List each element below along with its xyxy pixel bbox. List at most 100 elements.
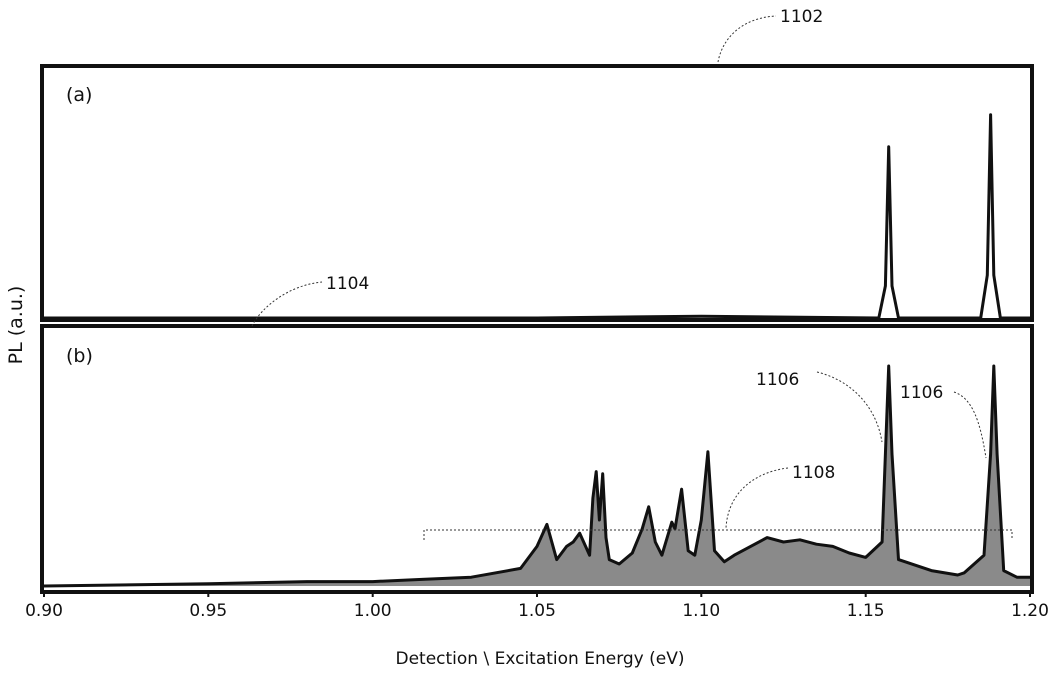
panel-b-plot [43,364,1031,588]
panel-b-data-point [536,545,538,548]
panel-b-data-point [694,554,696,556]
leader-1104 [251,281,323,327]
bracket-1108 [423,529,1013,540]
panel-b-data-point [713,550,716,552]
panel-b-data-point [891,453,893,455]
x-tick-label: 1.10 [682,601,720,621]
panel-b-data-point [865,556,867,559]
panel-b-data-point [306,581,308,583]
panel-a-data-point [536,317,538,319]
panel-b-data-point [674,528,676,530]
panel-b-data-point [572,541,574,543]
panel-b-data-point [556,559,558,561]
panel-b-data-point [996,453,998,455]
panel-a-data-point [990,114,992,116]
panel-a-data-point [897,317,900,319]
panel-b-label: (b) [66,345,93,367]
panel-b-data-point [848,552,850,554]
panel-b-data-point [832,545,834,548]
panel-b-data-point [602,473,604,475]
panel-b-data-point [930,570,933,572]
panel-a-plot [43,113,1031,320]
panel-b-data-point [592,497,594,499]
panel-b-data-point [799,539,801,541]
annotations: 1102 1104 1106 1106 1108 [251,7,1013,540]
panel-a-data-point [993,274,995,276]
panel-a-frame [40,64,1034,322]
leader-1106-b [953,391,987,459]
annotation-1108: 1108 [792,463,835,483]
panel-a-series-line-0 [44,113,1030,320]
panel-b-series-line-0 [43,364,1030,588]
panel-b-data-point [654,541,656,543]
panel-b-data-point [884,453,887,455]
y-axis-label: PL (a.u.) [5,286,27,365]
panel-b-data-point [421,578,423,581]
panel-b-data-point [750,545,752,548]
panel-a-data-point [888,146,890,148]
leader-1108 [725,467,789,529]
panel-b-data-point [983,554,985,556]
x-tick-label: 0.90 [25,601,63,621]
panel-b-data-point [470,576,472,578]
x-tick-label: 1.00 [354,601,392,621]
panel-a-data-point [878,317,880,319]
x-axis-label: Detection \ Excitation Energy (eV) [395,649,684,669]
panel-a-data-point [999,317,1002,319]
panel-b-data-point [207,583,209,585]
annotation-1104: 1104 [326,274,369,294]
annotation-1102: 1102 [780,7,823,27]
panel-b-data-point [815,543,818,545]
panel-b-data-point [579,532,581,534]
x-tick-label: 1.20 [1011,601,1049,621]
panel-a-label: (a) [66,84,92,106]
panel-b-data-point [707,451,709,453]
panel-b-data-point [598,519,601,521]
panel-a-data-point [891,285,893,287]
panel-b-data-point [1016,576,1018,578]
panel-a-data-point [986,274,988,276]
leader-1102 [717,15,777,63]
panel-b-data-point [589,554,591,556]
panel-a-data-point [700,315,702,317]
panel-b-data-point [681,488,683,490]
panel-b-data-point [990,453,992,455]
panel-a-data-point [43,317,45,319]
panel-b-data-point [43,585,45,587]
panel-b-data-point [667,532,670,534]
panel-b-data-point [372,581,374,583]
panel-a-data-point [635,316,637,318]
panel-b-data-point [520,567,522,570]
panel-a-data-point [980,317,982,319]
panel-b-area-0 [44,366,1030,586]
x-tick-label: 1.15 [847,601,885,621]
panel-b-data-point [723,561,725,563]
x-axis-ticks: 0.90 0.95 1.00 1.05 1.10 1.15 1.20 [25,590,1049,621]
x-tick-label: 0.95 [189,601,227,621]
panel-b-data-point [631,552,633,554]
panel-b-data-point [733,554,735,556]
x-tick-label: 1.05 [518,601,556,621]
panel-b-data-point [888,365,890,367]
panel-b-data-point [993,365,995,367]
panel-b-data-point [671,521,673,523]
panel-b-data-point [963,572,965,574]
panel-b-data-point [766,537,768,539]
panel-b-data-point [687,550,689,552]
panel-b-data-point [1003,570,1005,572]
panel-b-data-point [700,519,702,521]
panel-b-data-point [881,541,883,543]
panel-b-data-point [661,554,663,556]
panel-a-data-point [372,317,374,319]
panel-b-data-point [641,528,643,530]
panel-a-data-point [884,285,887,287]
annotation-1106-a: 1106 [756,370,799,390]
annotation-1106-b: 1106 [900,383,943,403]
panel-a-data-point [207,317,209,319]
panel-b-data-point [546,523,548,526]
panel-b-data-point [595,471,597,473]
panel-b-data-point [648,506,650,508]
panel-b-data-point [1029,576,1031,578]
panel-b-data-point [957,574,959,576]
